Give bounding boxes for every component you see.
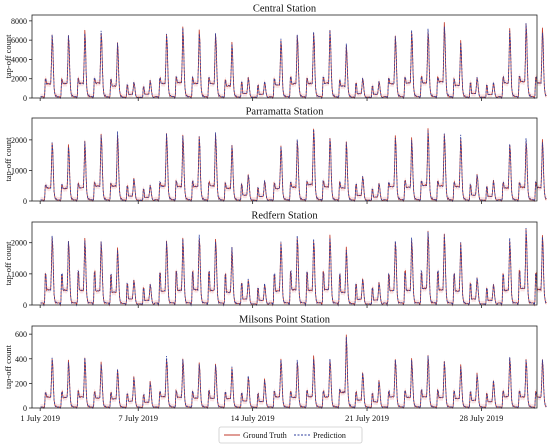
panel-3 — [29, 221, 547, 308]
panel-3-ytick-label: 0 — [23, 301, 27, 310]
panel-1 — [29, 14, 547, 101]
xtick-label: 14 July 2019 — [231, 413, 275, 423]
panel-3-ytick-label: 1000 — [11, 270, 27, 279]
xtick-label: 21 July 2019 — [345, 413, 389, 423]
panel-4-title: Milsons Point Station — [239, 315, 331, 326]
panel-3-series-ground-truth — [40, 228, 547, 307]
panel-3-series-prediction — [40, 227, 547, 307]
panel-4-series-prediction — [40, 336, 547, 410]
panel-2-series-prediction — [40, 129, 547, 203]
panel-1-ytick-label: 4000 — [11, 55, 27, 64]
panel-3-frame — [31, 221, 538, 306]
panel-4-ytick-label: 200 — [15, 379, 27, 388]
legend-label-prediction: Prediction — [313, 431, 346, 440]
panel-1-series-prediction — [40, 23, 547, 100]
legend — [218, 426, 363, 444]
panel-2-title: Parramatta Station — [246, 107, 325, 118]
panel-4-ylabel: tap-off count — [3, 344, 13, 389]
panel-4-ytick-label: 0 — [23, 404, 27, 413]
legend-box — [218, 426, 363, 444]
panel-3-ylabel: tap-off count — [3, 241, 13, 286]
panel-1-ylabel: tap-off count — [3, 34, 13, 79]
panel-4 — [29, 325, 547, 411]
panel-4-series-ground-truth — [40, 334, 547, 410]
xtick-label: 28 July 2019 — [459, 413, 503, 423]
panel-2-ytick-label: 0 — [23, 197, 27, 206]
panel-3-ytick-label: 2000 — [11, 239, 27, 248]
panel-1-ytick-label: 0 — [23, 94, 27, 103]
xtick-label: 7 July 2019 — [118, 413, 158, 423]
panel-2-band — [40, 125, 547, 201]
panel-4-frame — [31, 325, 538, 409]
panel-1-title: Central Station — [253, 4, 317, 15]
panel-1-ytick-label: 8000 — [11, 17, 27, 26]
panel-1-frame — [31, 14, 538, 99]
panel-4-ytick-label: 400 — [15, 355, 27, 364]
panel-3-band — [40, 225, 547, 305]
panel-1-band — [40, 19, 547, 99]
panel-2-frame — [31, 117, 538, 202]
panel-3-title: Redfern Station — [251, 211, 318, 222]
panel-1-ytick-label: 6000 — [11, 36, 27, 45]
panel-1-ytick-label: 2000 — [11, 75, 27, 84]
panel-2-series-ground-truth — [40, 128, 547, 203]
panel-2-ylabel: tap-off count — [3, 137, 13, 182]
xtick-label: 1 July 2019 — [20, 413, 60, 423]
panel-2 — [29, 117, 547, 204]
panel-2-ytick-label: 1000 — [11, 166, 27, 175]
panel-4-ytick-label: 600 — [15, 330, 27, 339]
legend-label-ground-truth: Ground Truth — [243, 431, 287, 440]
panel-2-ytick-label: 2000 — [11, 136, 27, 145]
